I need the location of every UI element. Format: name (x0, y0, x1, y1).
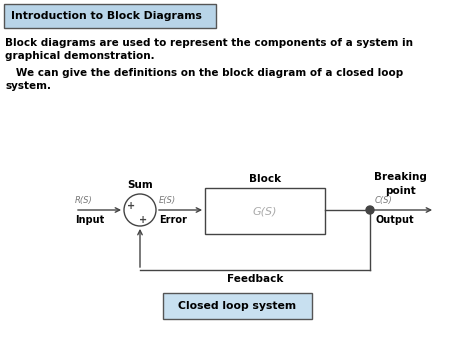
Text: Block diagrams are used to represent the components of a system in: Block diagrams are used to represent the… (5, 38, 413, 48)
Text: Input: Input (75, 215, 104, 225)
Text: Feedback: Feedback (227, 274, 283, 284)
Text: G(S): G(S) (253, 206, 277, 216)
Text: +: + (139, 215, 147, 225)
Text: Block: Block (249, 174, 281, 184)
FancyBboxPatch shape (163, 293, 312, 319)
Text: point: point (385, 186, 415, 196)
Text: Sum: Sum (127, 180, 153, 190)
Text: +: + (127, 201, 135, 211)
Text: graphical demonstration.: graphical demonstration. (5, 51, 155, 61)
Text: Error: Error (159, 215, 187, 225)
Text: R(S): R(S) (75, 196, 93, 205)
Text: We can give the definitions on the block diagram of a closed loop: We can give the definitions on the block… (5, 68, 403, 78)
Circle shape (366, 206, 374, 214)
Text: Breaking: Breaking (374, 172, 427, 182)
Text: system.: system. (5, 81, 51, 91)
Text: Introduction to Block Diagrams: Introduction to Block Diagrams (11, 11, 202, 21)
Bar (205, 188, 325, 234)
Text: Closed loop system: Closed loop system (179, 301, 297, 311)
Text: C(S): C(S) (375, 196, 393, 205)
Text: Output: Output (375, 215, 414, 225)
Text: E(S): E(S) (159, 196, 176, 205)
FancyBboxPatch shape (4, 4, 216, 28)
